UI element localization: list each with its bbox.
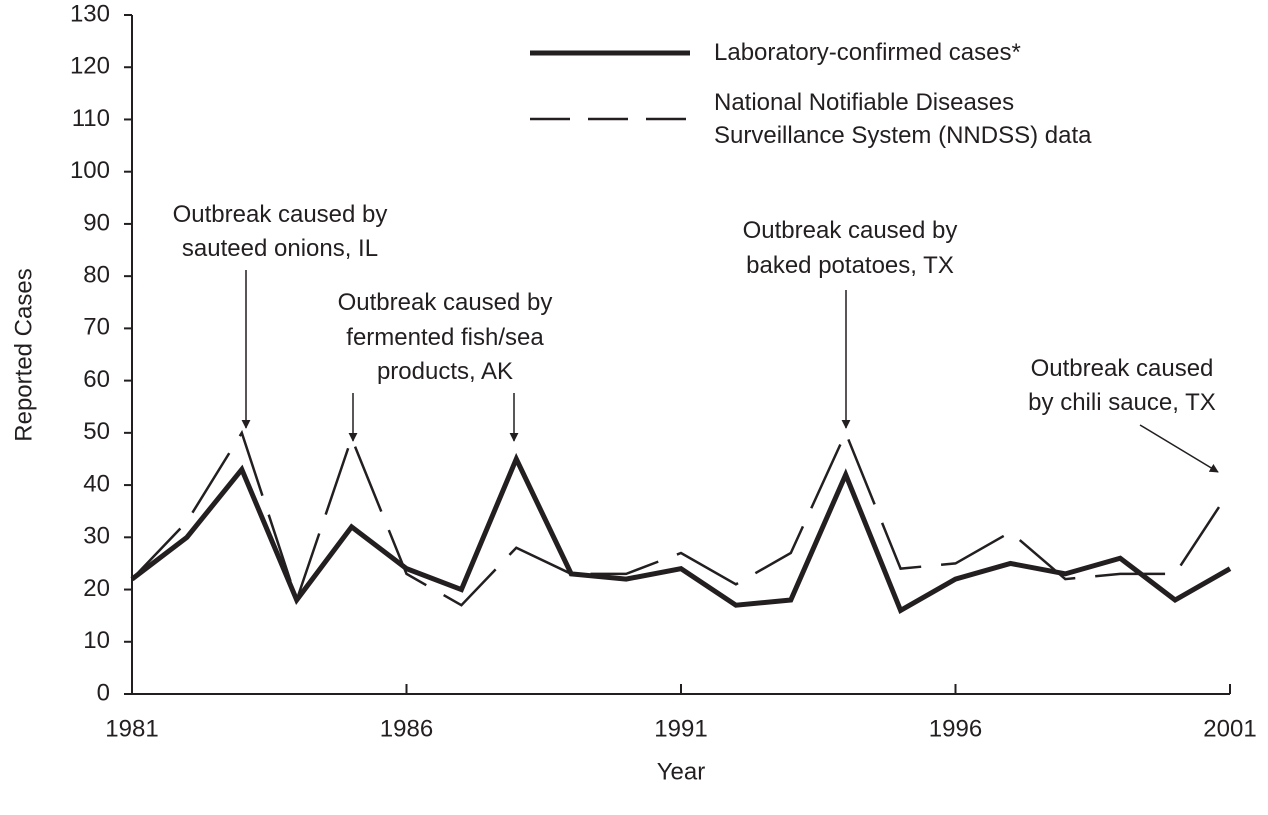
y-tick-label: 40 [83,470,110,497]
legend-label: Laboratory-confirmed cases* [714,39,1021,66]
y-tick-label: 50 [83,418,110,445]
y-tick-label: 0 [97,679,110,706]
annotation: Outbreak caused by sauteed onions, IL [173,201,388,262]
annotation: Outbreak caused by baked potatoes, TX [743,217,958,279]
y-tick-label: 10 [83,627,110,654]
series-line [131,429,1232,607]
x-axis-label: Year [657,758,706,785]
y-axis-label: Reported Cases [10,268,37,441]
annotation: Outbreak caused by fermented fish/sea prod… [338,289,553,385]
x-tick-label: 1996 [929,715,982,742]
y-tick-label: 100 [70,157,110,184]
annotation-line: Outbreak caused [1031,355,1214,382]
x-tick-label: 1981 [105,715,158,742]
annotation-line: Outbreak caused by [173,201,388,228]
y-tick-label: 60 [83,366,110,393]
annotation-arrow [1139,424,1219,473]
annotation-line: Outbreak caused by [338,289,553,316]
series-line [130,452,1232,615]
y-tick-label: 20 [83,575,110,602]
y-tick-label: 130 [70,0,110,27]
x-tick-label: 2001 [1203,715,1256,742]
y-tick-label: 30 [83,523,110,550]
y-tick-label: 90 [83,209,110,236]
y-tick-label: 70 [83,314,110,341]
annotation-line: baked potatoes, TX [746,252,954,279]
y-tick-label: 110 [72,105,110,132]
annotation-line: by chili sauce, TX [1028,389,1216,416]
annotation-line: fermented fish/sea [346,324,544,351]
annotation: Outbreak caused by chili sauce, TX [1028,355,1216,416]
y-tick-label: 80 [83,261,110,288]
x-tick-label: 1991 [654,715,707,742]
x-tick-label: 1986 [380,715,433,742]
annotation-line: products, AK [377,358,513,385]
legend-label: National Notifiable Diseases Surveillanc… [714,89,1092,149]
y-tick-label: 120 [70,53,110,80]
annotation-line: Outbreak caused by [743,217,958,244]
annotation-line: sauteed onions, IL [182,235,378,262]
